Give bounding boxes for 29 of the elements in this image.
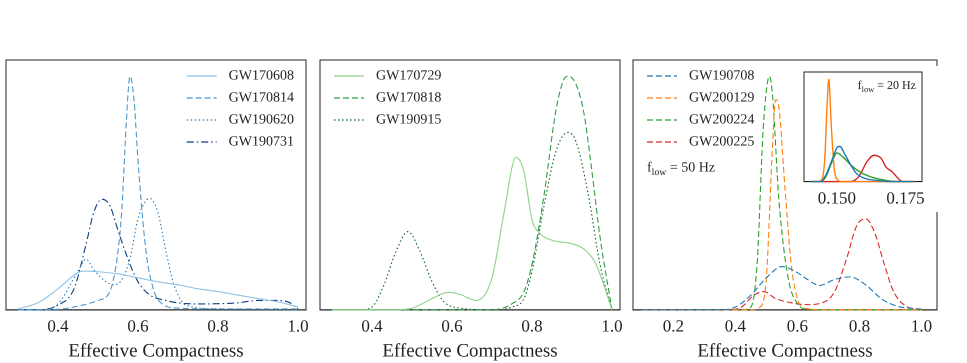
legend-label: GW190731: [228, 134, 294, 150]
x-tick-label: 0.8: [207, 316, 229, 336]
x-axis-title: Effective Compactness: [382, 340, 558, 362]
x-tick-label: 1.0: [910, 316, 932, 336]
x-tick-label: 0.6: [441, 316, 463, 336]
legend-label: GW170818: [376, 90, 442, 106]
legend-label: GW170608: [228, 68, 294, 84]
legend-label: GW190708: [689, 68, 754, 84]
x-tick-label: 0.4: [47, 316, 70, 336]
x-tick-label: 0.6: [786, 316, 808, 336]
legend-label: GW170729: [376, 68, 442, 84]
legend-label: GW200129: [689, 90, 754, 106]
x-tick-label: 1.0: [287, 316, 309, 336]
x-axis-title: Effective Compactness: [697, 340, 873, 362]
legend-label: GW190915: [376, 112, 442, 128]
legend-label: GW170814: [228, 90, 294, 106]
x-axis-title: Effective Compactness: [68, 340, 244, 362]
x-tick-label: 0.175: [886, 188, 925, 208]
x-tick-label: 1.0: [601, 316, 623, 336]
x-tick-label: 0.4: [361, 316, 384, 336]
legend-label: GW190620: [228, 112, 294, 128]
x-tick-label: 0.8: [848, 316, 870, 336]
x-tick-label: 0.8: [521, 316, 543, 336]
x-tick-label: 0.150: [818, 188, 856, 208]
x-tick-label: 0.2: [662, 316, 684, 336]
legend-label: GW200224: [689, 112, 754, 128]
x-tick-label: 0.4: [724, 316, 746, 336]
x-tick-label: 0.6: [127, 316, 149, 336]
legend-label: GW200225: [689, 134, 754, 150]
